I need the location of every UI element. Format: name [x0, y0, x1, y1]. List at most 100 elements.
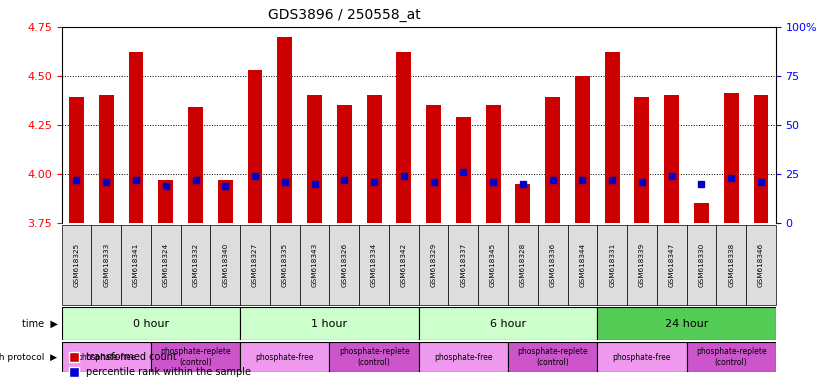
- Text: GSM618326: GSM618326: [342, 243, 347, 287]
- FancyBboxPatch shape: [567, 225, 597, 305]
- Text: time  ▶: time ▶: [21, 318, 57, 329]
- FancyBboxPatch shape: [597, 307, 776, 340]
- FancyBboxPatch shape: [657, 225, 686, 305]
- Text: GSM618344: GSM618344: [580, 243, 585, 287]
- FancyBboxPatch shape: [151, 342, 240, 372]
- Text: GSM618333: GSM618333: [103, 243, 109, 287]
- Text: 24 hour: 24 hour: [665, 318, 709, 329]
- Text: GSM618335: GSM618335: [282, 243, 288, 287]
- FancyBboxPatch shape: [240, 307, 419, 340]
- FancyBboxPatch shape: [508, 225, 538, 305]
- Text: GSM618336: GSM618336: [549, 243, 556, 287]
- Legend: transformed count, percentile rank within the sample: transformed count, percentile rank withi…: [71, 353, 251, 377]
- FancyBboxPatch shape: [62, 307, 240, 340]
- FancyBboxPatch shape: [746, 225, 776, 305]
- Text: phosphate-replete
(control): phosphate-replete (control): [517, 348, 588, 367]
- Text: GSM618329: GSM618329: [430, 243, 437, 287]
- FancyBboxPatch shape: [210, 225, 240, 305]
- Text: GSM618337: GSM618337: [461, 243, 466, 287]
- Bar: [337, 105, 351, 223]
- Bar: [307, 95, 322, 223]
- Bar: [158, 180, 173, 223]
- Bar: [545, 98, 560, 223]
- Text: GSM618327: GSM618327: [252, 243, 258, 287]
- Text: GSM618324: GSM618324: [163, 243, 169, 287]
- FancyBboxPatch shape: [448, 225, 478, 305]
- Text: GSM618330: GSM618330: [699, 243, 704, 287]
- Text: GDS3896 / 250558_at: GDS3896 / 250558_at: [268, 8, 421, 22]
- FancyBboxPatch shape: [478, 225, 508, 305]
- Text: phosphate-replete
(control): phosphate-replete (control): [696, 348, 767, 367]
- FancyBboxPatch shape: [300, 225, 329, 305]
- Bar: [456, 117, 470, 223]
- FancyBboxPatch shape: [686, 342, 776, 372]
- FancyBboxPatch shape: [597, 342, 686, 372]
- FancyBboxPatch shape: [508, 342, 597, 372]
- FancyBboxPatch shape: [419, 307, 597, 340]
- Bar: [516, 184, 530, 223]
- Text: phosphate-free: phosphate-free: [612, 353, 672, 362]
- FancyBboxPatch shape: [62, 342, 151, 372]
- FancyBboxPatch shape: [91, 225, 122, 305]
- Bar: [486, 105, 501, 223]
- Text: GSM618334: GSM618334: [371, 243, 377, 287]
- Bar: [367, 95, 382, 223]
- Bar: [575, 76, 589, 223]
- Text: growth protocol  ▶: growth protocol ▶: [0, 353, 57, 362]
- Bar: [635, 98, 649, 223]
- Bar: [188, 107, 203, 223]
- FancyBboxPatch shape: [597, 225, 627, 305]
- FancyBboxPatch shape: [627, 225, 657, 305]
- Text: GSM618343: GSM618343: [311, 243, 318, 287]
- Text: GSM618332: GSM618332: [192, 243, 199, 287]
- FancyBboxPatch shape: [716, 225, 746, 305]
- FancyBboxPatch shape: [329, 342, 419, 372]
- Bar: [69, 98, 84, 223]
- Text: GSM618339: GSM618339: [639, 243, 645, 287]
- Bar: [277, 37, 292, 223]
- Text: GSM618325: GSM618325: [73, 243, 80, 287]
- Text: 0 hour: 0 hour: [133, 318, 169, 329]
- Text: phosphate-replete
(control): phosphate-replete (control): [339, 348, 410, 367]
- FancyBboxPatch shape: [329, 225, 359, 305]
- FancyBboxPatch shape: [122, 225, 151, 305]
- Bar: [664, 95, 679, 223]
- Text: 1 hour: 1 hour: [311, 318, 347, 329]
- Bar: [694, 203, 709, 223]
- FancyBboxPatch shape: [389, 225, 419, 305]
- Text: GSM618340: GSM618340: [222, 243, 228, 287]
- Text: phosphate-free: phosphate-free: [255, 353, 314, 362]
- Bar: [605, 52, 620, 223]
- FancyBboxPatch shape: [240, 342, 329, 372]
- Text: GSM618338: GSM618338: [728, 243, 734, 287]
- Bar: [426, 105, 441, 223]
- Bar: [724, 93, 739, 223]
- Bar: [754, 95, 768, 223]
- Text: GSM618331: GSM618331: [609, 243, 615, 287]
- Text: GSM618347: GSM618347: [668, 243, 675, 287]
- Text: phosphate-free: phosphate-free: [77, 353, 135, 362]
- FancyBboxPatch shape: [419, 342, 508, 372]
- Text: GSM618346: GSM618346: [758, 243, 764, 287]
- FancyBboxPatch shape: [62, 225, 91, 305]
- Text: GSM618345: GSM618345: [490, 243, 496, 287]
- Bar: [129, 52, 144, 223]
- Bar: [99, 95, 113, 223]
- Text: phosphate-free: phosphate-free: [434, 353, 493, 362]
- Text: 6 hour: 6 hour: [490, 318, 526, 329]
- Text: phosphate-replete
(control): phosphate-replete (control): [160, 348, 231, 367]
- FancyBboxPatch shape: [270, 225, 300, 305]
- Bar: [397, 52, 411, 223]
- Bar: [218, 180, 232, 223]
- FancyBboxPatch shape: [359, 225, 389, 305]
- FancyBboxPatch shape: [686, 225, 716, 305]
- Text: GSM618328: GSM618328: [520, 243, 526, 287]
- FancyBboxPatch shape: [538, 225, 567, 305]
- FancyBboxPatch shape: [181, 225, 210, 305]
- FancyBboxPatch shape: [240, 225, 270, 305]
- Text: GSM618342: GSM618342: [401, 243, 407, 287]
- FancyBboxPatch shape: [151, 225, 181, 305]
- Text: GSM618341: GSM618341: [133, 243, 139, 287]
- FancyBboxPatch shape: [419, 225, 448, 305]
- Bar: [248, 70, 263, 223]
